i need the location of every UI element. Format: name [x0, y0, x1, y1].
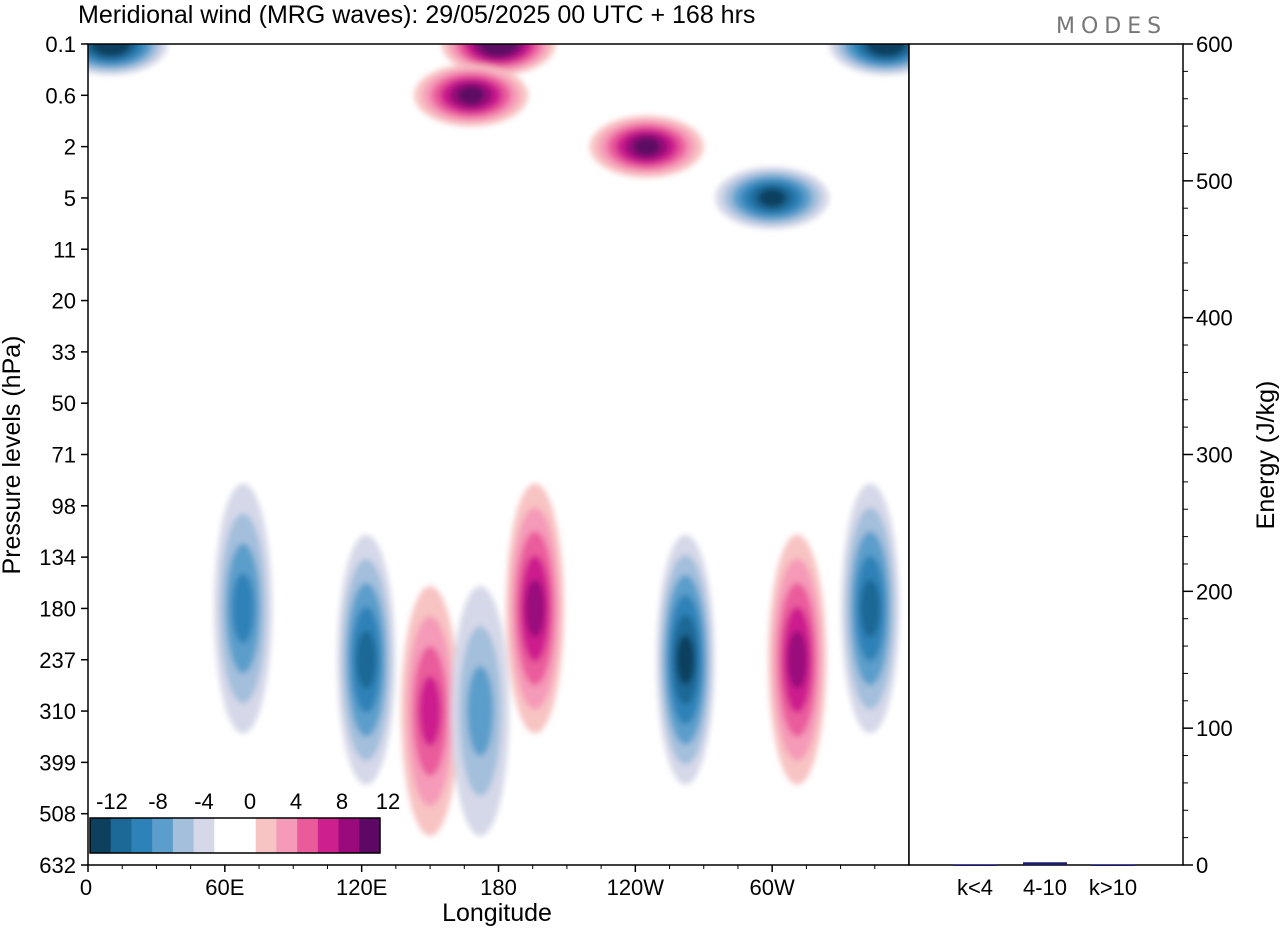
colorbar-label: 0 [244, 789, 256, 814]
wind-contour [457, 85, 485, 105]
wind-contour [486, 44, 511, 53]
colorbar-label: 4 [290, 789, 302, 814]
colorbar-swatch [110, 818, 132, 853]
energy-bar [953, 864, 997, 866]
colorbar-swatch [172, 818, 195, 853]
wind-contour [467, 666, 494, 757]
colorbar-label: 8 [336, 789, 348, 814]
colorbar-frame [89, 817, 381, 854]
modes-logo: MODES [1056, 14, 1167, 39]
x-tick-label: 120E [336, 875, 387, 900]
energy-frame [908, 43, 1184, 866]
x-axis-label: Longitude [442, 899, 552, 927]
longitude-axis: 0 60E 120E 180 120W 60W [80, 865, 876, 900]
energy-tick-label: 600 [1196, 32, 1233, 57]
energy-tick-label: 0 [1196, 853, 1208, 878]
colorbar-swatch [317, 818, 340, 853]
wind-contour [356, 630, 377, 689]
y-tick-label: 5 [64, 186, 76, 211]
pressure-axis: 0.1 0.6 2 5 11 20 33 50 71 98 134 180 237 310 399 508 63… [39, 32, 88, 878]
x-tick-label: 0 [80, 875, 92, 900]
colorbar-swatch [297, 818, 319, 853]
energy-tick-label: 300 [1196, 443, 1233, 468]
x-tick-label: 60W [750, 875, 795, 900]
y-tick-label: 71 [52, 443, 76, 468]
y-tick-label: 2 [64, 135, 76, 160]
colorbar-swatch [193, 818, 215, 853]
colorbar: -12 -8 -4 0 4 8 12 [89, 789, 400, 854]
colorbar-label: -12 [96, 789, 128, 814]
colorbar-label: -8 [148, 789, 168, 814]
colorbar-label: -4 [194, 789, 214, 814]
wind-contour [676, 634, 695, 685]
colorbar-swatch [359, 818, 381, 853]
energy-category-label: k>10 [1089, 875, 1137, 900]
y-tick-label: 237 [39, 648, 76, 673]
heatmap-field [88, 44, 909, 865]
wind-contour [758, 188, 786, 208]
energy-bar [1091, 864, 1135, 866]
y-tick-label: 399 [39, 750, 76, 775]
chart-title: Meridional wind (MRG waves): 29/05/2025 … [78, 1, 755, 29]
colorbar-swatch [255, 818, 277, 853]
y-tick-label: 310 [39, 699, 76, 724]
colorbar-swatch [152, 818, 174, 853]
colorbar-swatch [276, 818, 298, 853]
wind-contour [787, 630, 808, 689]
y-tick-label: 632 [39, 853, 76, 878]
wind-contour [873, 44, 899, 53]
energy-category-label: k<4 [957, 875, 993, 900]
energy-tick-label: 200 [1196, 579, 1233, 604]
y-tick-label: 134 [39, 545, 76, 570]
y-tick-label: 98 [52, 494, 76, 519]
y-axis-label: Pressure levels (hPa) [0, 336, 26, 575]
y-tick-label: 11 [53, 237, 76, 262]
energy-tick-label: 100 [1196, 716, 1233, 741]
x-tick-label: 60E [205, 875, 244, 900]
colorbar-swatch [90, 818, 112, 853]
energy-axis-label: Energy (J/kg) [1252, 381, 1280, 530]
colorbar-swatch [214, 818, 236, 853]
y-tick-label: 180 [39, 596, 76, 621]
wind-contour [633, 137, 661, 156]
x-tick-label: 180 [480, 875, 517, 900]
y-tick-label: 20 [52, 289, 76, 314]
colorbar-swatch [338, 818, 360, 853]
wind-contour [419, 676, 442, 747]
y-tick-label: 508 [39, 802, 76, 827]
energy-tick-label: 500 [1196, 169, 1233, 194]
energy-bar [1023, 862, 1067, 865]
colorbar-swatch [235, 818, 257, 853]
wind-contour [860, 579, 881, 638]
colorbar-label: 12 [376, 789, 400, 814]
wind-contour [525, 579, 545, 638]
y-tick-label: 0.6 [45, 83, 76, 108]
y-tick-label: 50 [52, 391, 76, 416]
energy-tick-label: 400 [1196, 306, 1233, 331]
energy-panel: 0 100 200 300 400 500 600 k<4 4-10 k>10 [908, 32, 1233, 900]
x-tick-label: 120W [607, 875, 665, 900]
wind-contour [98, 44, 124, 53]
y-tick-label: 0.1 [45, 32, 76, 57]
colorbar-swatch [131, 818, 153, 853]
wind-contour [232, 573, 255, 644]
energy-category-label: 4-10 [1023, 875, 1067, 900]
y-tick-label: 33 [52, 340, 76, 365]
